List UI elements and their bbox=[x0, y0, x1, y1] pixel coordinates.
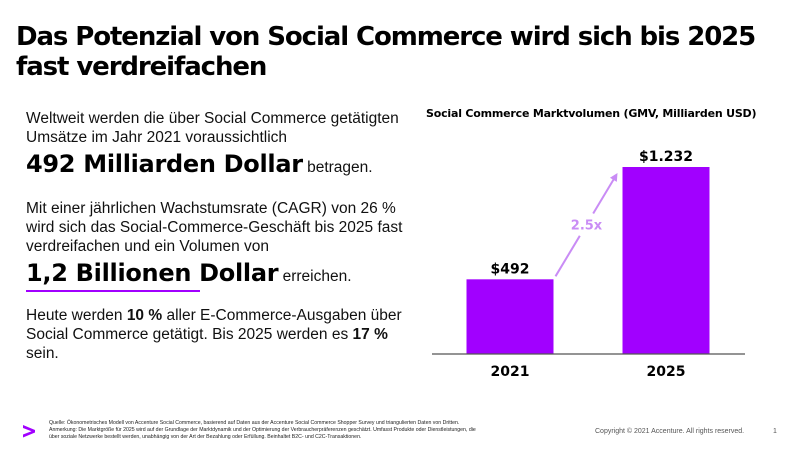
data-label-2021: $492 bbox=[491, 261, 530, 277]
text-segment: sein. bbox=[26, 345, 59, 362]
bar-2025 bbox=[622, 167, 710, 354]
source-note-line: Quelle: Ökonometrisches Modell von Accen… bbox=[49, 420, 460, 426]
accenture-logo-icon bbox=[22, 424, 36, 443]
x-tick-label-2021: 2021 bbox=[491, 364, 530, 380]
chart-title: Social Commerce Marktvolumen (GMV, Milli… bbox=[426, 107, 757, 120]
highlight-suffix: betragen. bbox=[302, 159, 373, 176]
accent-divider bbox=[26, 290, 200, 292]
highlight-value: 492 Milliarden Dollar bbox=[26, 150, 303, 178]
bar-2021 bbox=[466, 279, 554, 354]
growth-annotation: 2.5x bbox=[571, 219, 603, 234]
highlight-line: 492 Milliarden Dollar betragen. bbox=[26, 149, 416, 183]
text-segment: aller E-Commerce-Ausgaben über Social Co… bbox=[26, 307, 402, 343]
growth-arrow-line bbox=[554, 235, 581, 277]
growth-arrow-head-icon bbox=[609, 173, 618, 182]
highlight-line: 1,2 Billionen Dollar erreichen. bbox=[26, 258, 416, 292]
page-number: 1 bbox=[773, 428, 777, 435]
paragraph-ecommerce-share: Heute werden 10 % aller E-Commerce-Ausga… bbox=[26, 306, 416, 363]
paragraph-text: Weltweit werden die über Social Commerce… bbox=[26, 110, 399, 146]
source-note-line: Anmerkung: Die Marktgröße für 2025 wird … bbox=[49, 427, 476, 433]
paragraph-text: Mit einer jährlichen Wachstumsrate (CAGR… bbox=[26, 200, 403, 255]
source-note-line: über soziale Netzwerke bestellt werden, … bbox=[49, 434, 362, 440]
text-segment: Heute werden bbox=[26, 307, 127, 324]
copyright: Copyright © 2021 Accenture. All rights r… bbox=[595, 428, 745, 435]
slide-title: Das Potenzial von Social Commerce wird s… bbox=[16, 22, 756, 82]
highlight-value: 1,2 Billionen Dollar bbox=[26, 259, 279, 287]
share-2021: 10 % bbox=[126, 307, 163, 324]
source-note: Quelle: Ökonometrisches Modell von Accen… bbox=[49, 420, 589, 441]
paragraph-2025-volume: Mit einer jährlichen Wachstumsrate (CAGR… bbox=[26, 199, 416, 292]
paragraph-2021-volume: Weltweit werden die über Social Commerce… bbox=[26, 109, 416, 183]
highlight-suffix: erreichen. bbox=[278, 268, 352, 285]
x-tick-label-2025: 2025 bbox=[647, 364, 686, 380]
growth-arrow-line bbox=[592, 176, 616, 215]
data-label-2025: $1.232 bbox=[639, 149, 693, 165]
share-2025: 17 % bbox=[352, 326, 388, 343]
